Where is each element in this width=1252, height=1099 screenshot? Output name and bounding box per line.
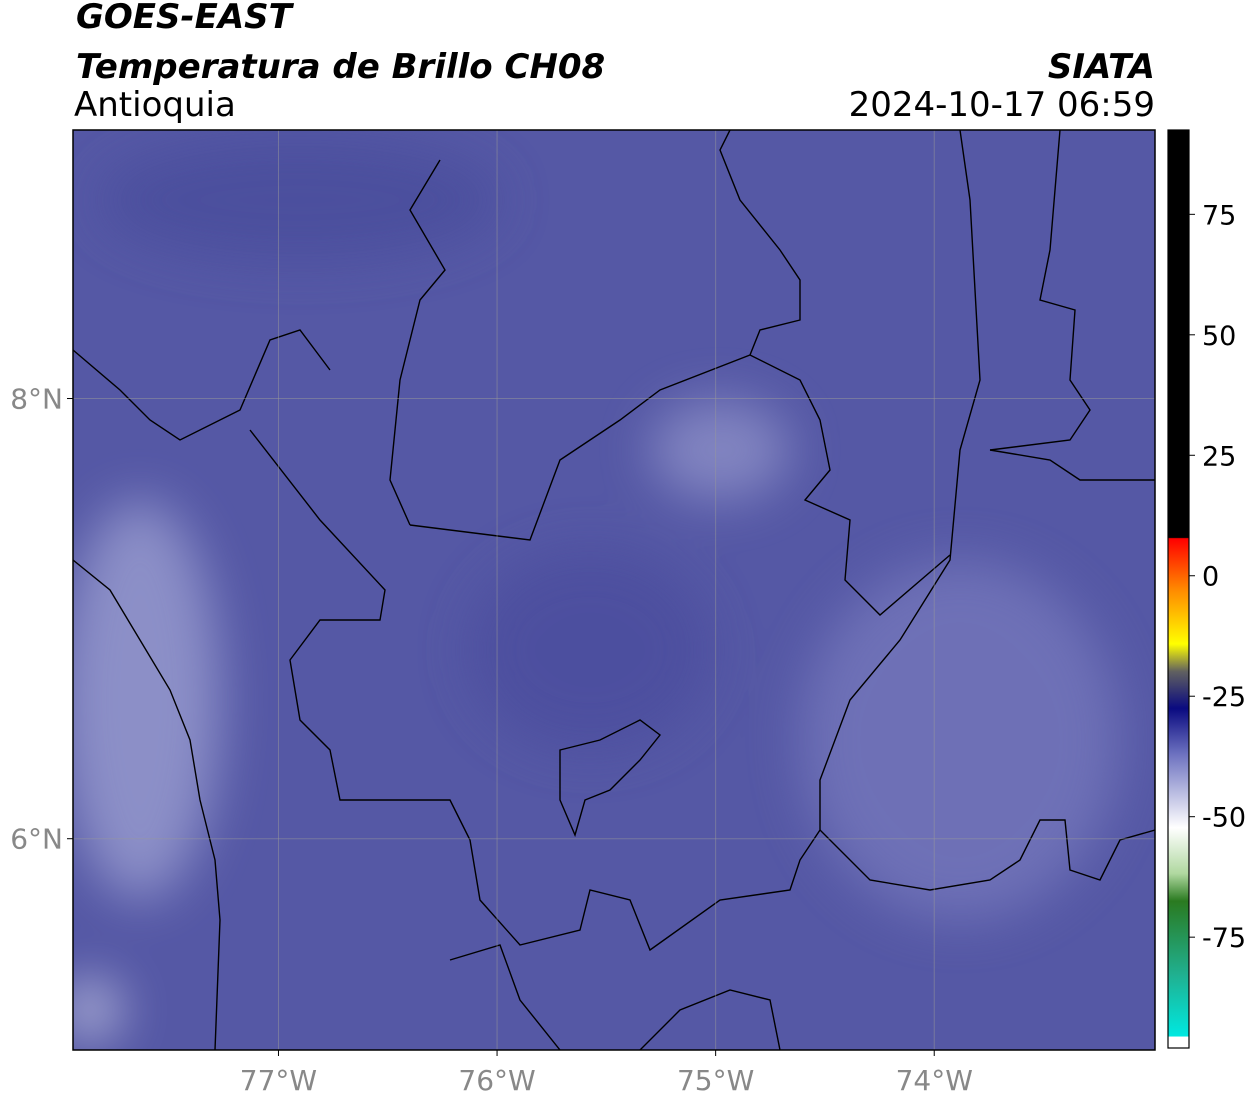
title: GOES-EAST <box>76 0 295 37</box>
colorbar-tick-label: -50 <box>1202 803 1246 834</box>
agency: SIATA <box>1048 47 1155 87</box>
y-tick-label: 6°N <box>10 823 63 856</box>
colorbar-tick-label: -75 <box>1202 923 1246 954</box>
datetime: 2024-10-17 06:59 <box>849 85 1155 125</box>
colorbar-tick-label: 0 <box>1202 562 1219 593</box>
colorbar-tick-label: -25 <box>1202 682 1246 713</box>
x-tick-label: 74°W <box>896 1064 973 1097</box>
region: Antioquia <box>74 85 236 125</box>
colorbar-tick-label: 75 <box>1202 200 1236 231</box>
subtitle: Temperatura de Brillo CH08 <box>76 47 605 87</box>
colorbar-tick-label: 25 <box>1202 441 1236 472</box>
colorbar <box>1167 129 1190 1049</box>
x-tick-label: 77°W <box>240 1064 317 1097</box>
colorbar-tick-label: 50 <box>1202 321 1236 352</box>
x-tick-label: 75°W <box>677 1064 754 1097</box>
y-tick-label: 8°N <box>10 383 63 416</box>
x-tick-label: 76°W <box>458 1064 535 1097</box>
map-image <box>73 130 1155 1050</box>
map-frame <box>72 129 1156 1051</box>
